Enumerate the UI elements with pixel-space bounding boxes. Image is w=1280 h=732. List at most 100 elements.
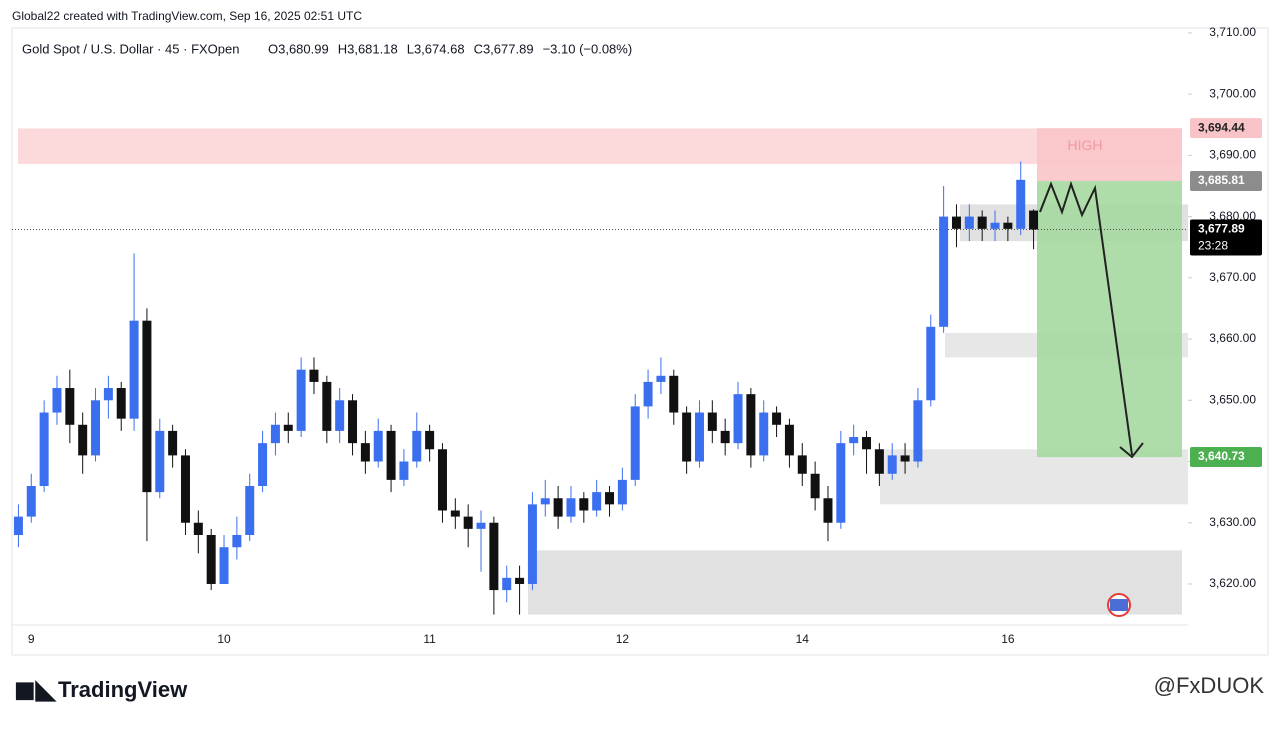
ohlc-value: H3,681.18 [338,41,398,56]
countdown: 23:28 [1198,239,1228,253]
x-tick-label: 12 [616,632,630,646]
y-tick-label: 3,710.00 [1209,25,1256,39]
candle-body [296,369,306,431]
candle-body [386,430,396,480]
watermark: @FxDUOK [1154,673,1265,698]
candle-body [759,412,769,456]
candle-body [849,437,859,444]
price-label: 3,640.73 [1198,449,1245,463]
price-label-bg [1190,118,1262,139]
candle-body [437,449,447,511]
candle-body [797,455,807,474]
y-tick-label: 3,690.00 [1209,148,1256,162]
price-label: 3,677.89 [1198,222,1245,236]
candle-body [26,486,36,517]
candle-body [1029,210,1039,230]
candle-body [669,375,679,413]
y-tick-label: 3,660.00 [1209,331,1256,345]
candle-body [206,534,216,584]
zone [880,449,1188,505]
candle-body [874,449,884,474]
candle-body [1016,179,1026,229]
candle-body [887,455,897,474]
candle-body [450,510,460,517]
candle-body [373,430,383,462]
candle-body [283,424,293,431]
candle-body [412,430,422,462]
forecast-arrow [1039,180,1133,456]
candle-body [990,222,1000,229]
candle-body [232,534,242,548]
candle-body [566,498,576,517]
candle-body [836,443,846,523]
candle-body [322,381,332,431]
candle-body [900,455,910,462]
candle-body [219,547,229,584]
candle-body [939,216,949,327]
zone-label: HIGH [1068,137,1103,153]
candle-body [977,216,987,229]
candle-body [103,388,113,401]
candle-body [643,381,653,407]
candle-body [720,430,730,444]
chart-frame [11,27,1269,656]
candle-body [142,320,152,493]
target-zone [1037,181,1182,458]
candle-body [682,412,692,462]
y-tick-label: 3,670.00 [1209,270,1256,284]
candle-body [309,369,319,382]
candle-body [270,424,280,444]
candle-body [463,516,473,529]
y-tick-label: 3,620.00 [1209,576,1256,590]
candle-body [193,522,203,535]
candle-body [258,443,268,487]
candle-body [515,577,525,584]
brand: TradingView [58,677,188,702]
brand-logo: ◼◣ [14,674,58,704]
flag-icon [1110,599,1128,611]
candle-body [348,400,358,444]
candle-body [360,443,370,462]
candle-body [39,412,49,487]
ohlc-value: C3,677.89 [474,41,534,56]
candle-body [964,216,974,229]
candle-body [630,406,640,480]
price-label-bg [1190,171,1262,192]
candle-body [65,388,75,425]
candle-body [52,388,62,413]
candle-body [168,430,178,456]
x-tick-label: 14 [796,632,810,646]
candle-body [862,437,872,450]
candle-body [13,516,23,535]
y-tick-label: 3,650.00 [1209,392,1256,406]
candle-body [733,394,743,444]
candle-body [180,455,190,523]
ohlc-value: O3,680.99 [268,41,329,56]
price-label: 3,694.44 [1198,120,1245,134]
candle-body [951,216,961,229]
price-label-bg [1190,447,1262,468]
price-label-bg [1190,219,1262,256]
candle-body [694,412,704,462]
candle-body [823,498,833,523]
candle-body [707,412,717,431]
candle-body [425,430,435,450]
candle-body [335,400,345,431]
stop-zone [1037,128,1182,182]
candle-body [926,326,936,401]
candle-body [579,498,589,511]
x-tick-label: 11 [423,632,436,646]
ohlc-value: −3.10 (−0.08%) [543,41,633,56]
candle-body [784,424,794,456]
candle-body [155,430,165,493]
candle-body [605,492,615,505]
zone [18,128,1182,164]
candle-body [489,522,499,591]
candle-body [527,504,537,584]
candle-body [913,400,923,462]
candle-body [129,320,139,419]
candle-body [78,424,88,456]
ohlc-value: L3,674.68 [407,41,465,56]
candle-body [540,498,550,505]
